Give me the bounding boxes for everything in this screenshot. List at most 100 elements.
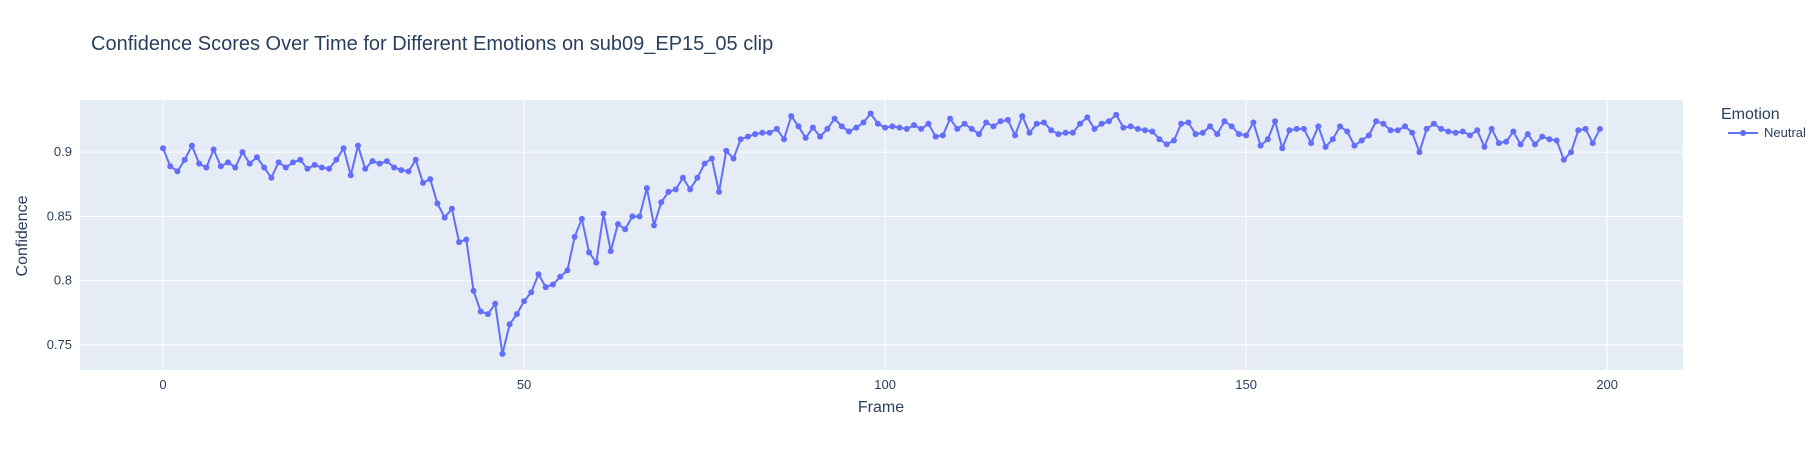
data-point[interactable] (1503, 138, 1510, 145)
data-point[interactable] (499, 350, 506, 357)
data-point[interactable] (1322, 143, 1329, 150)
data-point[interactable] (1466, 132, 1473, 139)
data-point[interactable] (326, 165, 333, 172)
data-point[interactable] (1142, 127, 1149, 134)
data-point[interactable] (874, 120, 881, 127)
data-point[interactable] (304, 165, 311, 172)
data-point[interactable] (809, 124, 816, 131)
data-point[interactable] (1127, 123, 1134, 130)
data-point[interactable] (405, 168, 412, 175)
data-point[interactable] (398, 167, 405, 174)
data-point[interactable] (860, 119, 867, 126)
data-point[interactable] (355, 142, 361, 149)
data-point[interactable] (896, 124, 903, 131)
data-point[interactable] (1069, 129, 1076, 136)
data-point[interactable] (1575, 127, 1582, 134)
data-point[interactable] (1416, 149, 1423, 156)
data-point[interactable] (831, 115, 838, 122)
data-point[interactable] (246, 160, 253, 167)
data-point[interactable] (340, 145, 347, 152)
data-point[interactable] (1402, 123, 1408, 130)
data-point[interactable] (1553, 137, 1560, 144)
data-point[interactable] (824, 125, 831, 132)
data-point[interactable] (1524, 131, 1531, 138)
data-point[interactable] (744, 133, 751, 140)
data-point[interactable] (672, 186, 679, 193)
data-point[interactable] (773, 125, 780, 132)
data-point[interactable] (521, 298, 528, 305)
data-point[interactable] (723, 147, 730, 154)
data-point[interactable] (1012, 132, 1019, 139)
data-point[interactable] (1156, 136, 1163, 143)
data-point[interactable] (268, 174, 275, 181)
data-point[interactable] (1199, 129, 1206, 136)
data-point[interactable] (1120, 124, 1127, 131)
data-point[interactable] (1387, 127, 1394, 134)
data-point[interactable] (513, 311, 520, 318)
data-point[interactable] (1026, 129, 1033, 136)
data-point[interactable] (636, 213, 643, 220)
data-point[interactable] (1048, 127, 1055, 134)
data-point[interactable] (1163, 141, 1170, 148)
data-point[interactable] (1430, 120, 1437, 127)
data-point[interactable] (1170, 137, 1177, 144)
data-point[interactable] (954, 125, 961, 132)
data-point[interactable] (290, 159, 297, 166)
data-point[interactable] (1272, 118, 1279, 125)
data-point[interactable] (484, 311, 491, 318)
data-point[interactable] (1409, 129, 1416, 136)
data-point[interactable] (1250, 119, 1257, 126)
data-point[interactable] (781, 136, 788, 143)
data-point[interactable] (1300, 125, 1307, 132)
data-point[interactable] (297, 156, 304, 163)
data-point[interactable] (737, 136, 744, 143)
data-point[interactable] (925, 120, 932, 127)
data-point[interactable] (716, 188, 723, 195)
data-point[interactable] (1517, 141, 1524, 148)
data-point[interactable] (1077, 120, 1084, 127)
data-point[interactable] (694, 174, 701, 181)
data-point[interactable] (1098, 120, 1105, 127)
data-point[interactable] (477, 308, 484, 315)
data-point[interactable] (1351, 142, 1358, 149)
data-point[interactable] (867, 110, 874, 117)
data-point[interactable] (427, 176, 434, 183)
data-point[interactable] (586, 249, 593, 256)
data-point[interactable] (1134, 125, 1141, 132)
data-point[interactable] (1459, 128, 1466, 135)
data-point[interactable] (1495, 140, 1502, 147)
data-point[interactable] (542, 284, 549, 291)
data-point[interactable] (910, 122, 917, 129)
data-point[interactable] (1040, 119, 1047, 126)
data-point[interactable] (1488, 125, 1495, 132)
data-point[interactable] (506, 321, 513, 328)
data-point[interactable] (658, 199, 665, 206)
data-point[interactable] (1423, 125, 1430, 132)
data-point[interactable] (311, 161, 318, 168)
data-point[interactable] (947, 115, 954, 122)
data-point[interactable] (1344, 128, 1351, 135)
data-point[interactable] (196, 160, 203, 167)
data-point[interactable] (629, 213, 636, 220)
data-point[interactable] (383, 158, 390, 165)
data-point[interactable] (528, 289, 535, 296)
data-point[interactable] (990, 123, 997, 130)
data-point[interactable] (181, 156, 188, 163)
data-point[interactable] (1257, 142, 1264, 149)
data-point[interactable] (665, 188, 672, 195)
data-point[interactable] (1105, 118, 1112, 125)
data-point[interactable] (232, 164, 239, 171)
data-point[interactable] (1214, 131, 1221, 138)
data-point[interactable] (1308, 140, 1315, 147)
data-point[interactable] (593, 259, 600, 266)
data-point[interactable] (333, 156, 340, 163)
data-point[interactable] (441, 214, 448, 221)
data-point[interactable] (1264, 136, 1271, 143)
data-point[interactable] (651, 222, 658, 229)
data-point[interactable] (347, 172, 354, 179)
data-point[interactable] (1329, 136, 1336, 143)
data-point[interactable] (1185, 119, 1192, 126)
data-point[interactable] (1004, 116, 1011, 123)
data-point[interactable] (549, 281, 556, 288)
data-point[interactable] (1394, 127, 1401, 134)
